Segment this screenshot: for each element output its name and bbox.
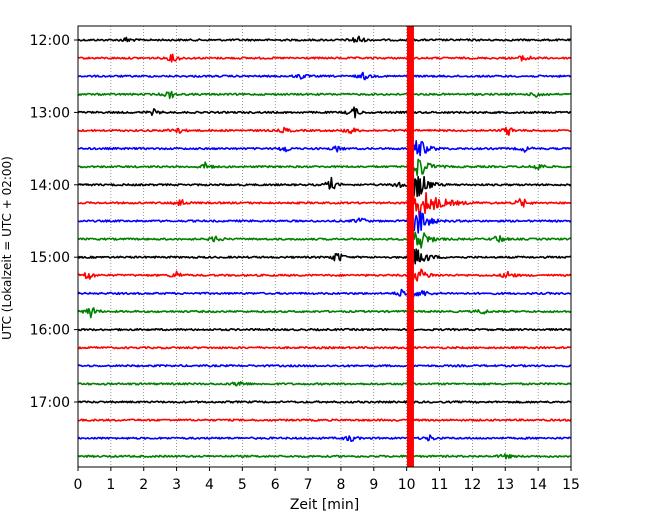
- y-axis-label: UTC (Lokalzeit = UTC + 02:00): [0, 156, 14, 340]
- x-tick-label: 13: [496, 477, 514, 493]
- x-tick-label: 14: [529, 477, 547, 493]
- x-tick-label: 12: [463, 477, 481, 493]
- plot-frame: [77, 25, 572, 468]
- x-tick-label: 5: [238, 477, 247, 493]
- trace-1415: [77, 189, 572, 218]
- y-tick-label: 16:00: [30, 323, 70, 339]
- trace-1500: [77, 248, 572, 265]
- y-tick-label: 13:00: [30, 105, 70, 121]
- trace-1715: [77, 418, 572, 422]
- seismic-traces: [77, 26, 572, 467]
- y-tick-label: 15:00: [30, 250, 70, 266]
- trace-1400: [77, 171, 572, 198]
- x-tick-label: 8: [336, 477, 345, 493]
- x-axis-label: Zeit [min]: [290, 497, 359, 513]
- x-tick-label: 7: [304, 477, 313, 493]
- y-tick-label: 12:00: [30, 33, 70, 49]
- earthquake-band: [406, 26, 414, 467]
- trace-1430: [77, 210, 572, 235]
- x-tick-label: 1: [106, 477, 115, 493]
- trace-1545: [77, 307, 572, 319]
- trace-1645: [77, 381, 572, 387]
- x-tick-label: 4: [205, 477, 214, 493]
- trace-1245: [77, 90, 572, 100]
- trace-1630: [77, 364, 572, 368]
- trace-1215: [77, 53, 572, 63]
- trace-1230: [77, 71, 572, 81]
- trace-1200: [77, 35, 572, 43]
- trace-1615: [77, 345, 572, 350]
- x-tick-label: 11: [431, 477, 449, 493]
- trace-1445: [77, 229, 572, 249]
- trace-1730: [77, 434, 572, 443]
- y-tick-label: 14:00: [30, 178, 70, 194]
- x-tick-label: 9: [369, 477, 378, 493]
- trace-1330: [77, 140, 572, 157]
- x-tick-label: 3: [172, 477, 181, 493]
- x-tick-label: 15: [562, 477, 580, 493]
- trace-1600: [77, 327, 572, 332]
- x-tick-label: 6: [271, 477, 280, 493]
- trace-1345: [77, 157, 572, 178]
- trace-1530: [77, 288, 572, 299]
- x-tick-label: 10: [398, 477, 416, 493]
- y-axis-ticks: 12:00 13:00 14:00 15:00 16:00 17:00: [30, 33, 78, 411]
- trace-1300: [77, 106, 572, 119]
- x-axis-ticks: 0 1 2 3 4 5 6 7 8 9 10 11 12 13 14 15: [74, 467, 580, 493]
- y-tick-label: 17:00: [30, 395, 70, 411]
- x-tick-label: 2: [139, 477, 148, 493]
- trace-1700: [77, 400, 572, 404]
- x-tick-label: 0: [74, 477, 83, 493]
- trace-1515: [77, 268, 572, 282]
- trace-1745: [77, 453, 572, 460]
- trace-1315: [77, 126, 572, 136]
